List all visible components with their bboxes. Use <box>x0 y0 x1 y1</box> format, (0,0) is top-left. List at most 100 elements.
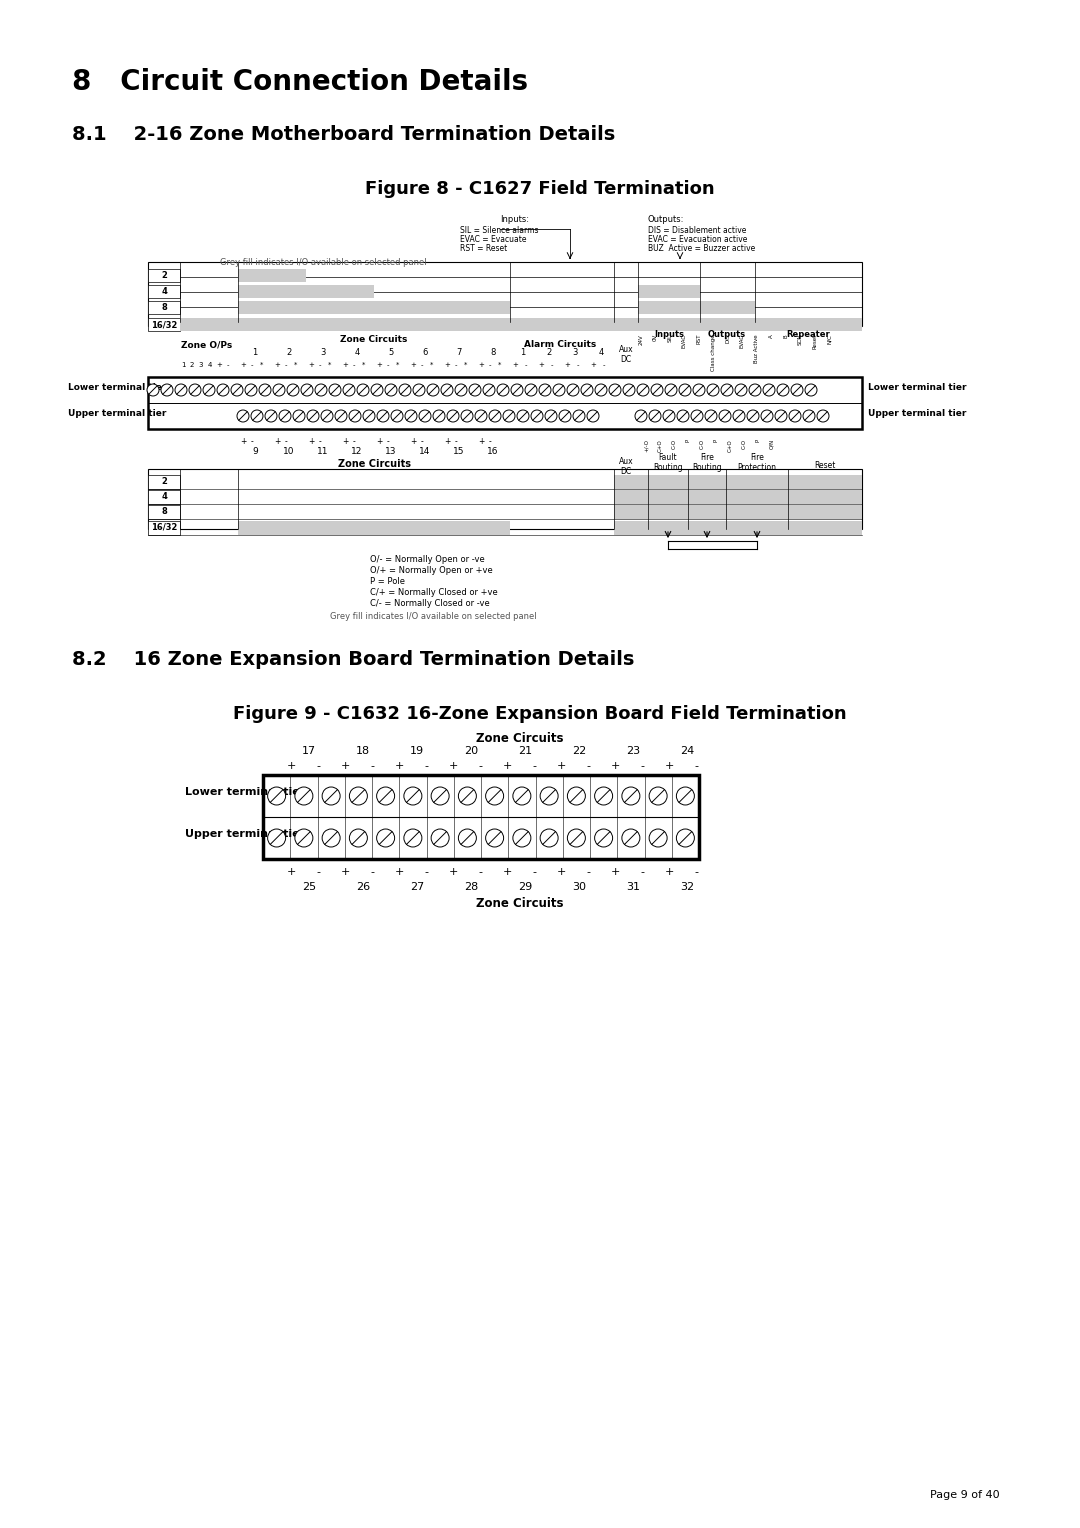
Circle shape <box>622 787 639 805</box>
Circle shape <box>404 787 422 805</box>
Text: Zone Circuits: Zone Circuits <box>340 335 407 344</box>
Circle shape <box>622 830 639 847</box>
Circle shape <box>637 384 649 396</box>
Text: +: + <box>610 866 620 877</box>
Text: EVAC = Evacuate: EVAC = Evacuate <box>460 235 527 244</box>
Text: +: + <box>342 362 348 368</box>
Text: +: + <box>448 866 458 877</box>
Text: +: + <box>376 437 382 446</box>
Text: 7: 7 <box>457 348 461 358</box>
Circle shape <box>588 410 599 422</box>
Text: -: - <box>420 437 423 446</box>
Text: +: + <box>308 362 314 368</box>
Text: -: - <box>489 362 491 368</box>
Text: 12: 12 <box>351 448 363 455</box>
Circle shape <box>513 830 531 847</box>
Circle shape <box>431 830 449 847</box>
Text: Lower terminal tier: Lower terminal tier <box>868 384 967 393</box>
Text: +: + <box>240 437 246 446</box>
Circle shape <box>517 410 529 422</box>
Circle shape <box>733 410 745 422</box>
Text: +: + <box>664 866 674 877</box>
Circle shape <box>295 787 313 805</box>
Bar <box>238 269 306 283</box>
Text: P: P <box>714 439 718 442</box>
Text: Grey fill indicates I/O available on selected panel: Grey fill indicates I/O available on sel… <box>220 258 427 267</box>
Text: +: + <box>340 761 350 772</box>
Text: 21: 21 <box>518 746 532 756</box>
Bar <box>615 475 648 489</box>
Text: -: - <box>478 761 482 772</box>
Text: -: - <box>353 437 355 446</box>
Circle shape <box>363 410 375 422</box>
Circle shape <box>469 384 481 396</box>
Circle shape <box>721 384 733 396</box>
Bar <box>726 504 788 520</box>
Text: +: + <box>274 437 280 446</box>
Text: Fire
Routing: Fire Routing <box>692 452 721 472</box>
Text: SCN: SCN <box>798 335 804 345</box>
Circle shape <box>307 410 319 422</box>
Text: 13: 13 <box>386 448 396 455</box>
Circle shape <box>663 410 675 422</box>
Circle shape <box>545 410 557 422</box>
Circle shape <box>553 384 565 396</box>
Text: +: + <box>444 437 450 446</box>
Text: DIS: DIS <box>726 335 730 344</box>
Text: 9: 9 <box>252 448 258 455</box>
Bar <box>180 318 862 332</box>
Text: -: - <box>478 866 482 877</box>
Bar <box>648 475 688 489</box>
Bar <box>148 490 180 504</box>
Circle shape <box>427 384 438 396</box>
Text: P: P <box>756 439 760 442</box>
Text: -: - <box>551 362 553 368</box>
Circle shape <box>349 830 367 847</box>
Circle shape <box>433 410 445 422</box>
Circle shape <box>384 384 397 396</box>
Text: 25: 25 <box>302 882 316 892</box>
Text: +: + <box>590 362 596 368</box>
Circle shape <box>595 384 607 396</box>
Bar <box>148 377 862 429</box>
Circle shape <box>573 410 585 422</box>
Bar <box>788 475 862 489</box>
Text: -: - <box>251 362 253 368</box>
Text: +: + <box>502 866 512 877</box>
Circle shape <box>295 830 313 847</box>
Bar <box>148 469 862 529</box>
Circle shape <box>321 410 333 422</box>
Circle shape <box>315 384 327 396</box>
Circle shape <box>651 384 663 396</box>
Circle shape <box>707 384 719 396</box>
Text: +: + <box>477 437 484 446</box>
Text: RST: RST <box>697 335 702 344</box>
Circle shape <box>279 410 291 422</box>
Text: 2: 2 <box>546 348 552 358</box>
Text: +: + <box>448 761 458 772</box>
Circle shape <box>761 410 773 422</box>
Text: BUZ  Active = Buzzer active: BUZ Active = Buzzer active <box>648 244 755 254</box>
Circle shape <box>747 410 759 422</box>
Text: N/C: N/C <box>827 335 832 344</box>
Circle shape <box>805 384 816 396</box>
Text: 3: 3 <box>572 348 578 358</box>
Text: O/- = Normally Open or -ve: O/- = Normally Open or -ve <box>370 555 485 564</box>
Bar <box>726 475 788 489</box>
Text: +: + <box>664 761 674 772</box>
Circle shape <box>567 384 579 396</box>
Text: -: - <box>455 362 457 368</box>
Circle shape <box>649 410 661 422</box>
Bar <box>788 504 862 520</box>
Bar <box>615 504 648 520</box>
Text: 23: 23 <box>626 746 640 756</box>
Text: Page 9 of 40: Page 9 of 40 <box>930 1490 1000 1500</box>
Text: 26: 26 <box>356 882 370 892</box>
Text: 15: 15 <box>454 448 464 455</box>
Circle shape <box>404 830 422 847</box>
Circle shape <box>497 384 509 396</box>
Circle shape <box>377 410 389 422</box>
Text: -: - <box>251 437 254 446</box>
Text: 11: 11 <box>318 448 328 455</box>
Text: +: + <box>286 866 296 877</box>
